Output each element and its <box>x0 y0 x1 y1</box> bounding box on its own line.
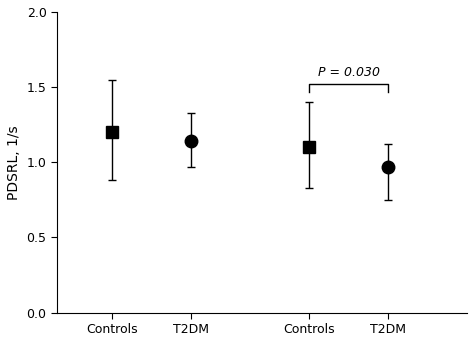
Y-axis label: PDSRL, 1/s: PDSRL, 1/s <box>7 125 21 200</box>
Text: P = 0.030: P = 0.030 <box>318 66 380 79</box>
